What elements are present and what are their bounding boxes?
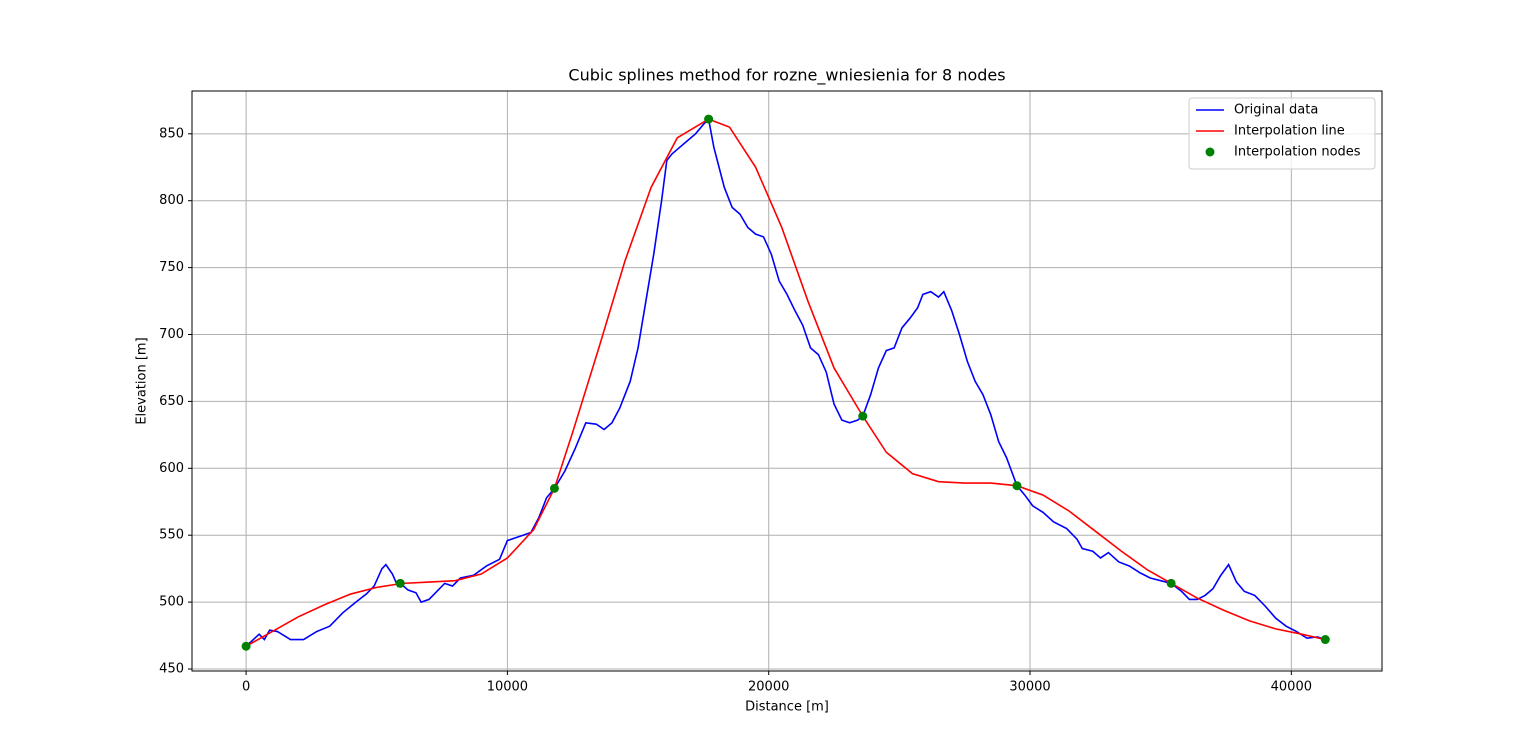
- y-tick-label: 550: [159, 528, 184, 543]
- x-axis-label: Distance [m]: [745, 700, 829, 715]
- series-line: [245, 117, 1326, 647]
- plot-frame: [191, 90, 1383, 672]
- y-tick-label: 500: [159, 595, 184, 610]
- node-point: [704, 114, 714, 124]
- legend-label: Interpolation line: [1234, 124, 1345, 139]
- y-axis-label: Elevation [m]: [135, 337, 150, 424]
- node-point: [858, 411, 868, 421]
- legend-marker: [1205, 147, 1215, 157]
- x-tick-label: 10000: [487, 680, 528, 695]
- y-tick-label: 450: [159, 661, 184, 676]
- legend-label: Original data: [1234, 103, 1318, 118]
- y-tick-label: 800: [159, 193, 184, 208]
- x-tick-label: 0: [242, 680, 250, 695]
- node-point: [549, 483, 559, 493]
- node-point: [241, 641, 251, 651]
- y-tick-label: 600: [159, 461, 184, 476]
- node-point: [1012, 481, 1022, 491]
- x-tick-label: 20000: [748, 680, 789, 695]
- chart-title: Cubic splines method for rozne_wniesieni…: [568, 66, 1005, 86]
- x-tick-label: 30000: [1009, 680, 1050, 695]
- series-line: [245, 118, 1326, 647]
- node-point: [1320, 635, 1330, 645]
- y-tick-label: 750: [159, 260, 184, 275]
- node-point: [1166, 578, 1176, 588]
- node-point: [395, 578, 405, 588]
- y-tick-label: 850: [159, 126, 184, 141]
- legend-label: Interpolation nodes: [1234, 145, 1361, 160]
- y-tick-label: 650: [159, 394, 184, 409]
- x-tick-label: 40000: [1271, 680, 1312, 695]
- y-tick-label: 700: [159, 327, 184, 342]
- legend-box: [1188, 97, 1376, 170]
